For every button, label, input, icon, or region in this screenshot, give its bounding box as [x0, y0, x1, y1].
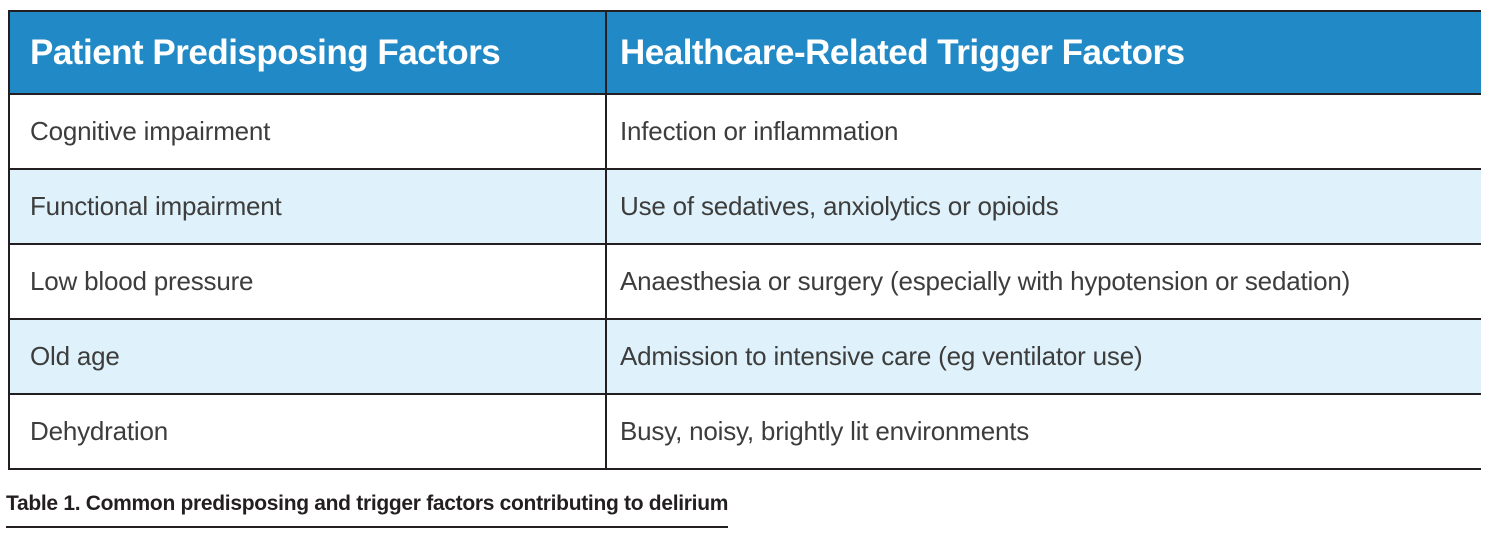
- table-cell-trigger-factor: Admission to intensive care (eg ventilat…: [620, 341, 1143, 371]
- table-cell-trigger-factor: Use of sedatives, anxiolytics or opioids: [620, 191, 1059, 221]
- table-cell-predisposing-factor: Old age: [10, 320, 607, 393]
- table-cell-predisposing-factor: Functional impairment: [10, 170, 607, 243]
- table-cell-trigger-factor: Anaesthesia or surgery (especially with …: [620, 266, 1351, 296]
- column-header-patient-predisposing-factors: Patient Predisposing Factors: [10, 12, 607, 93]
- table-cell-predisposing-factor: Cognitive impairment: [10, 95, 607, 168]
- table-header-row: Patient Predisposing Factors Healthcare-…: [10, 12, 1481, 93]
- table-row: Cognitive impairment Infection or inflam…: [10, 93, 1481, 168]
- table-row: Old age Admission to intensive care (eg …: [10, 318, 1481, 393]
- table-row: Low blood pressure Anaesthesia or surger…: [10, 243, 1481, 318]
- table-row: Functional impairment Use of sedatives, …: [10, 168, 1481, 243]
- table-cell-trigger-factor: Busy, noisy, brightly lit environments: [620, 416, 1030, 446]
- table-cell-trigger-factor: Infection or inflammation: [620, 116, 899, 146]
- table-cell-predisposing-factor: Low blood pressure: [10, 245, 607, 318]
- table-caption: Table 1. Common predisposing and trigger…: [6, 491, 728, 528]
- delirium-factors-table: Patient Predisposing Factors Healthcare-…: [8, 10, 1481, 470]
- column-header-healthcare-related-trigger-factors: Healthcare-Related Trigger Factors: [620, 32, 1185, 72]
- table-row: Dehydration Busy, noisy, brightly lit en…: [10, 393, 1481, 468]
- table-cell-predisposing-factor: Dehydration: [10, 395, 607, 468]
